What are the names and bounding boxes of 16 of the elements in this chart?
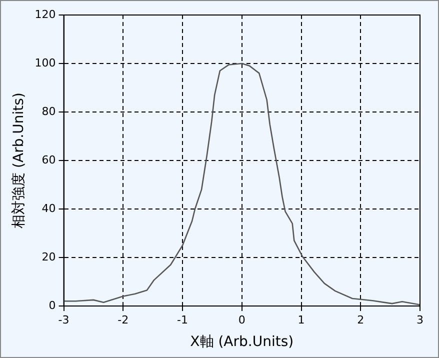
- x-tick-label: -1: [177, 313, 188, 326]
- x-tick-label: -3: [58, 313, 70, 326]
- x-tick-label: 0: [238, 313, 246, 326]
- x-tick-label: 2: [357, 313, 364, 326]
- y-tick-label: 100: [34, 56, 56, 70]
- y-tick-label: 80: [42, 104, 56, 118]
- x-tick-label: 3: [416, 313, 424, 326]
- x-tick-label: -2: [118, 313, 129, 326]
- y-tick-label: 120: [34, 8, 56, 21]
- x-axis-title: X軸 (Arb.Units): [190, 334, 294, 350]
- y-tick-label: 60: [42, 153, 56, 166]
- x-tick-label: 1: [298, 313, 305, 326]
- y-axis-title: 相対強度 (Arb.Units): [11, 92, 28, 228]
- y-tick-label: 20: [42, 250, 56, 264]
- y-tick-label: 0: [48, 298, 56, 312]
- y-tick-label: 40: [42, 202, 56, 215]
